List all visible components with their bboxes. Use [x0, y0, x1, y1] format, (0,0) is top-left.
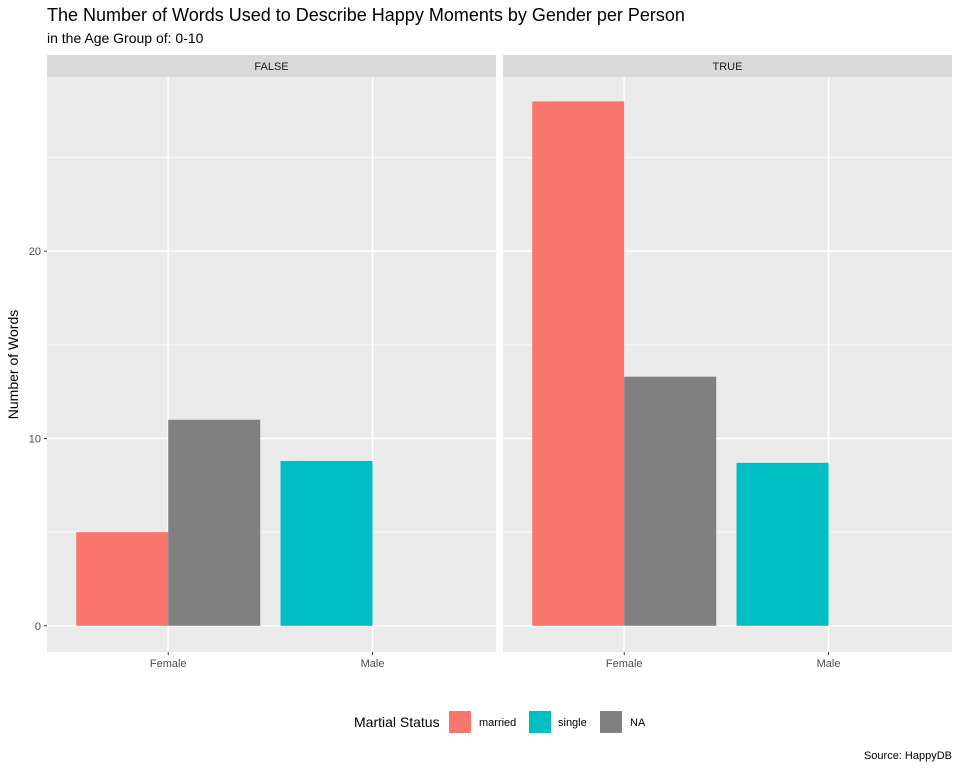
chart-title: The Number of Words Used to Describe Hap… — [47, 5, 685, 25]
legend-key-married — [449, 711, 471, 733]
legend-label-single: single — [558, 717, 587, 729]
bar-true-male-single — [736, 462, 829, 626]
legend-key-single — [529, 711, 551, 733]
legend-title: Martial Status — [354, 714, 440, 730]
bars-layer — [76, 101, 829, 626]
panel-true-strip-label: TRUE — [713, 61, 743, 73]
bar-true-female-na — [624, 376, 717, 626]
y-axis: 0 10 20 — [29, 246, 47, 633]
caption: Source: HappyDB — [864, 750, 952, 762]
x-tick-label: Male — [817, 658, 841, 670]
y-tick-label: 0 — [35, 621, 41, 633]
legend-key-na — [600, 711, 622, 733]
x-tick-label: Female — [606, 658, 643, 670]
bar-true-female-married — [532, 101, 625, 626]
panel-false-strip-label: FALSE — [254, 61, 288, 73]
chart-subtitle: in the Age Group of: 0-10 — [47, 30, 204, 46]
y-axis-title: Number of Words — [5, 310, 21, 419]
y-tick-label: 10 — [29, 433, 41, 445]
x-tick-label: Female — [150, 658, 187, 670]
panel-false-strip — [47, 55, 496, 77]
bar-false-male-single — [280, 460, 373, 626]
y-tick-label: 20 — [29, 246, 41, 258]
legend: Martial Status married single NA — [354, 711, 646, 733]
legend-label-na: NA — [630, 717, 646, 729]
legend-label-married: married — [479, 717, 516, 729]
x-axis: Female Male Female Male — [150, 652, 841, 670]
bar-false-female-na — [168, 419, 261, 626]
panel-true-strip — [503, 55, 952, 77]
x-tick-label: Male — [361, 658, 385, 670]
bar-false-female-married — [76, 532, 169, 626]
